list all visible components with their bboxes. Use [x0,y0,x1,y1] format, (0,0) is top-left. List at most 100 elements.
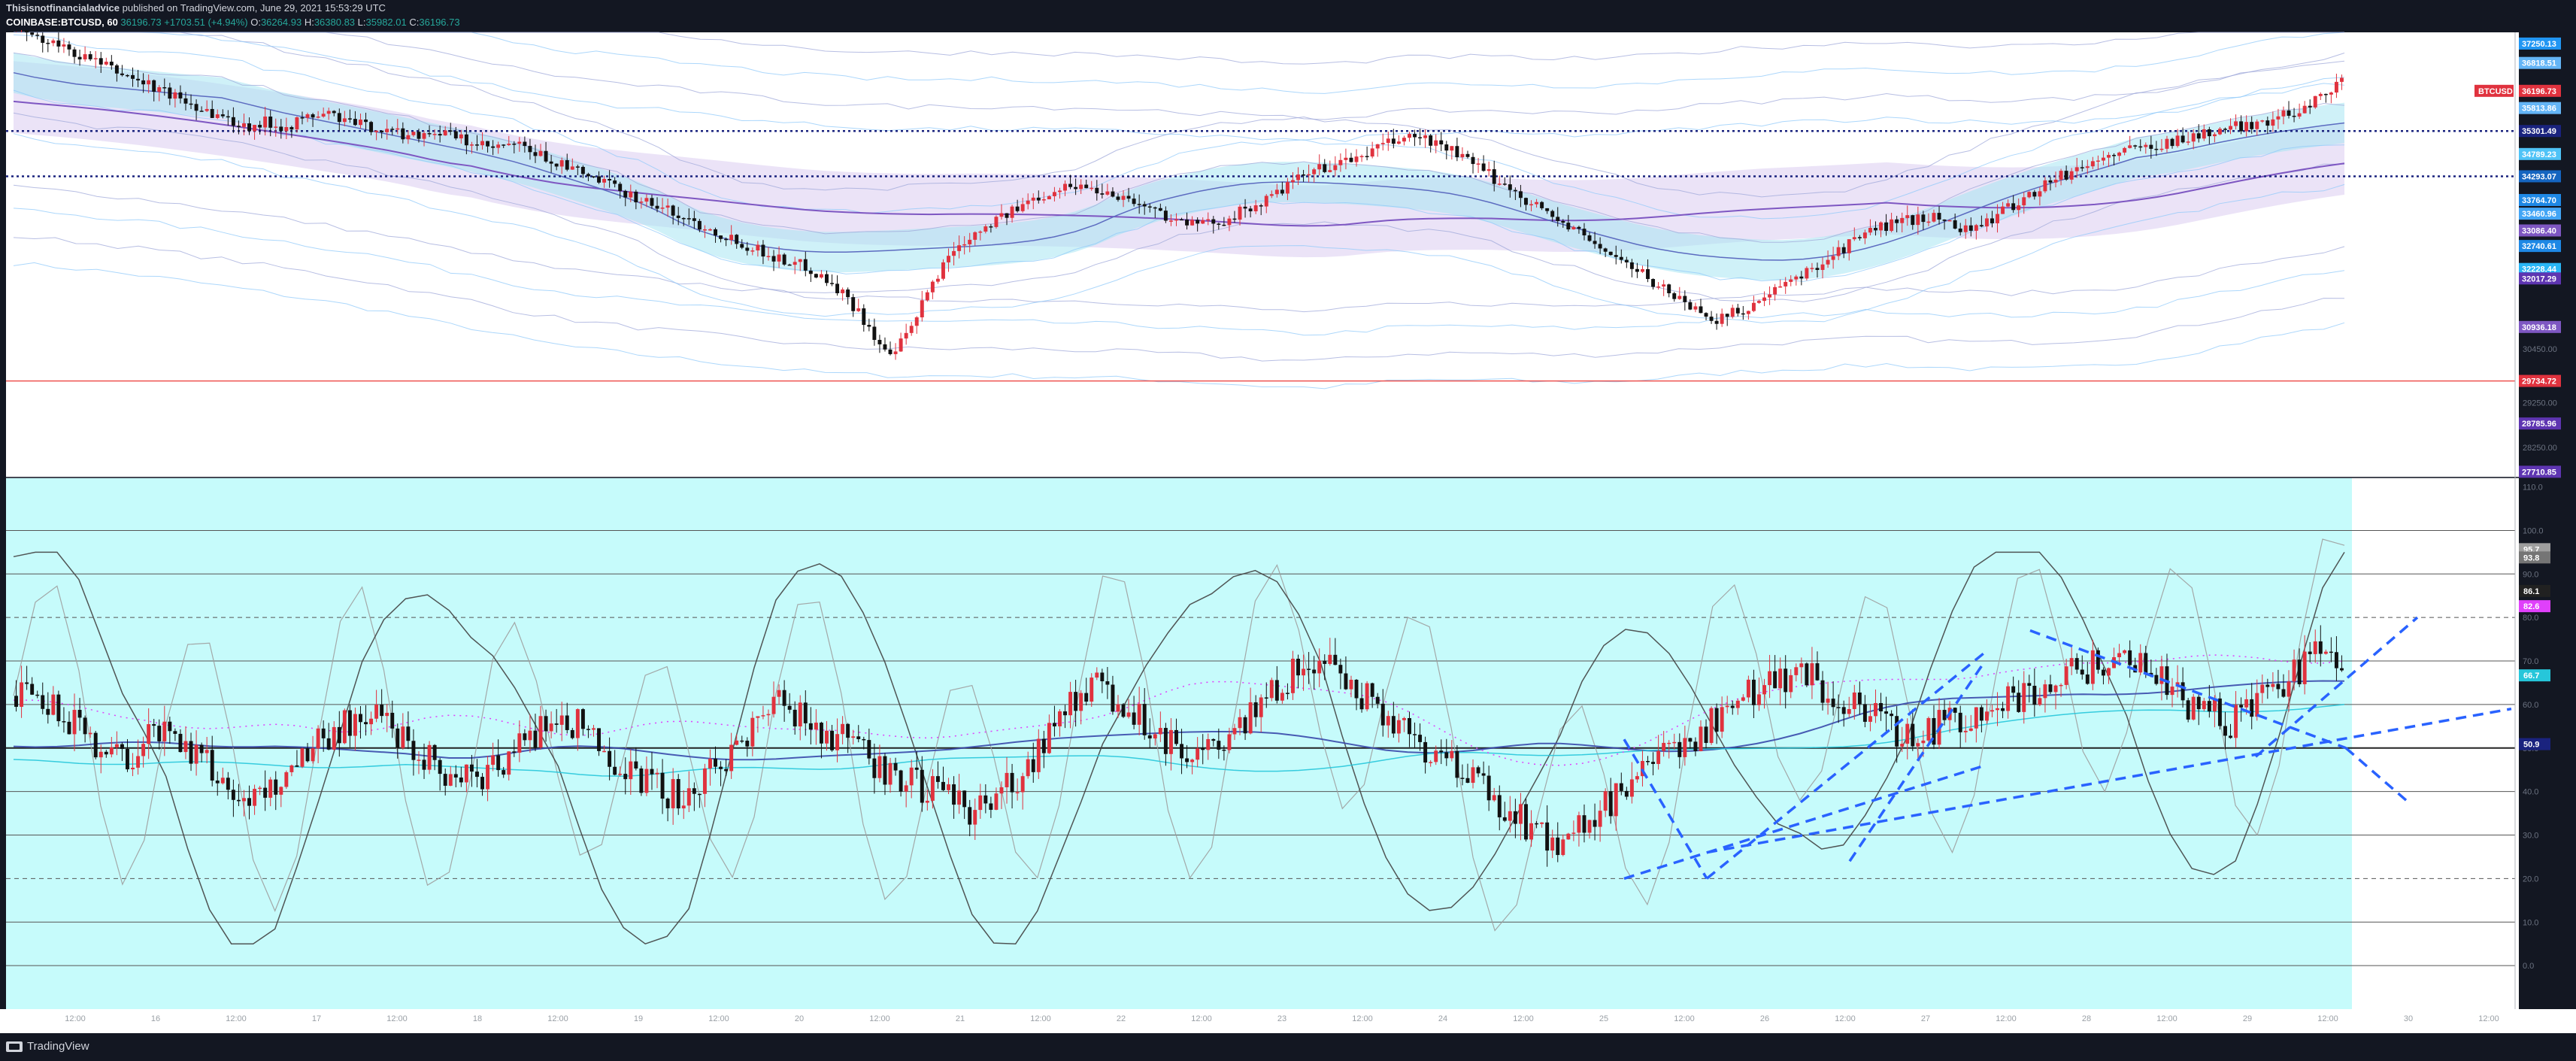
candle[interactable] [1789,275,1793,286]
candle[interactable] [756,241,760,257]
candle[interactable] [1857,235,1862,241]
time-axis[interactable]: 12:00 16 12:00 17 12:00 18 12:00 19 12:00 20 12:00… [0,1009,2576,1033]
osc-candle[interactable] [1688,738,1693,749]
osc-candle[interactable] [1778,657,1783,705]
osc-candle[interactable] [51,686,56,716]
candle[interactable] [792,256,797,274]
candle[interactable] [2027,191,2032,199]
candle[interactable] [1105,183,1110,196]
candle[interactable] [1725,314,1729,326]
osc-candle[interactable] [1497,785,1502,831]
candle[interactable] [533,144,538,163]
osc-candle[interactable] [1370,682,1374,708]
osc-candle[interactable] [1052,705,1056,737]
candle[interactable] [2048,177,2053,191]
candle[interactable] [1307,164,1311,183]
candle[interactable] [1481,155,1486,172]
candle[interactable] [1662,280,1666,296]
candle[interactable] [1206,212,1211,226]
candle[interactable] [295,116,299,133]
candle[interactable] [1683,290,1687,311]
candle[interactable] [1805,266,1809,280]
osc-candle[interactable] [930,768,935,809]
candle[interactable] [1556,207,1560,227]
osc-candle[interactable] [1582,804,1587,843]
osc-candle[interactable] [1206,733,1211,760]
osc-candle[interactable] [708,749,712,786]
osc-candle[interactable] [162,705,167,756]
osc-candle[interactable] [1641,750,1644,787]
osc-candle[interactable] [1629,762,1634,804]
candle[interactable] [109,55,114,70]
trendline-4[interactable] [2254,616,2419,758]
osc-candle[interactable] [1036,729,1041,779]
osc-candle[interactable] [1269,678,1274,702]
candle[interactable] [1386,131,1390,151]
osc-candle[interactable] [2292,649,2296,691]
osc-candle[interactable] [655,768,659,789]
osc-candle[interactable] [14,680,18,712]
candle[interactable] [374,130,379,141]
osc-candle[interactable] [856,725,861,743]
osc-candle[interactable] [2107,667,2111,684]
candle[interactable] [1879,221,1883,238]
candle[interactable] [692,211,696,229]
osc-candle[interactable] [559,702,564,741]
candle[interactable] [1624,256,1629,268]
osc-candle[interactable] [20,665,24,718]
osc-candle[interactable] [676,774,680,815]
osc-candle[interactable] [1651,752,1656,776]
candle[interactable] [83,46,87,62]
candle[interactable] [1408,132,1411,142]
osc-candle[interactable] [1481,761,1486,784]
candle[interactable] [1380,133,1385,151]
candle[interactable] [586,172,590,181]
candle[interactable] [326,108,331,120]
candle[interactable] [342,111,347,126]
osc-candle[interactable] [1126,699,1131,719]
candle[interactable] [570,158,574,170]
candle[interactable] [735,234,739,249]
candle[interactable] [1413,129,1417,147]
osc-candle[interactable] [242,790,246,817]
candle[interactable] [1841,243,1846,259]
candle[interactable] [1810,262,1814,273]
osc-candle[interactable] [1805,662,1809,687]
osc-candle[interactable] [2313,629,2317,663]
candle[interactable] [1100,183,1105,199]
osc-candle[interactable] [1874,689,1877,723]
osc-candle[interactable] [2053,684,2058,710]
candle[interactable] [2154,141,2159,156]
tradingview-logo[interactable]: TradingView [6,1040,89,1053]
osc-candle[interactable] [2281,674,2286,698]
candle[interactable] [888,341,893,356]
candle[interactable] [629,184,633,202]
osc-candle[interactable] [30,677,35,696]
candle[interactable] [1508,175,1512,198]
candle[interactable] [1577,226,1581,234]
osc-candle[interactable] [2006,682,2011,719]
osc-candle[interactable] [2250,683,2254,729]
osc-candle[interactable] [1900,726,1905,753]
osc-candle[interactable] [1402,717,1406,732]
osc-candle[interactable] [359,705,362,739]
candle[interactable] [528,138,532,160]
candle[interactable] [686,208,691,225]
osc-candle[interactable] [1836,694,1841,723]
candle[interactable] [411,132,416,137]
candle[interactable] [983,224,988,234]
osc-candle[interactable] [512,739,517,757]
osc-candle[interactable] [665,797,670,822]
candle[interactable] [1185,212,1190,230]
osc-candle[interactable] [1857,681,1862,715]
candle[interactable] [671,205,675,225]
candle[interactable] [183,92,188,111]
candle[interactable] [1890,212,1894,233]
osc-candle[interactable] [2329,637,2333,662]
candle[interactable] [385,119,389,140]
candle[interactable] [114,63,119,82]
candle[interactable] [1147,203,1152,213]
osc-candle[interactable] [549,711,553,739]
osc-candle[interactable] [236,784,241,807]
candle[interactable] [205,100,209,113]
